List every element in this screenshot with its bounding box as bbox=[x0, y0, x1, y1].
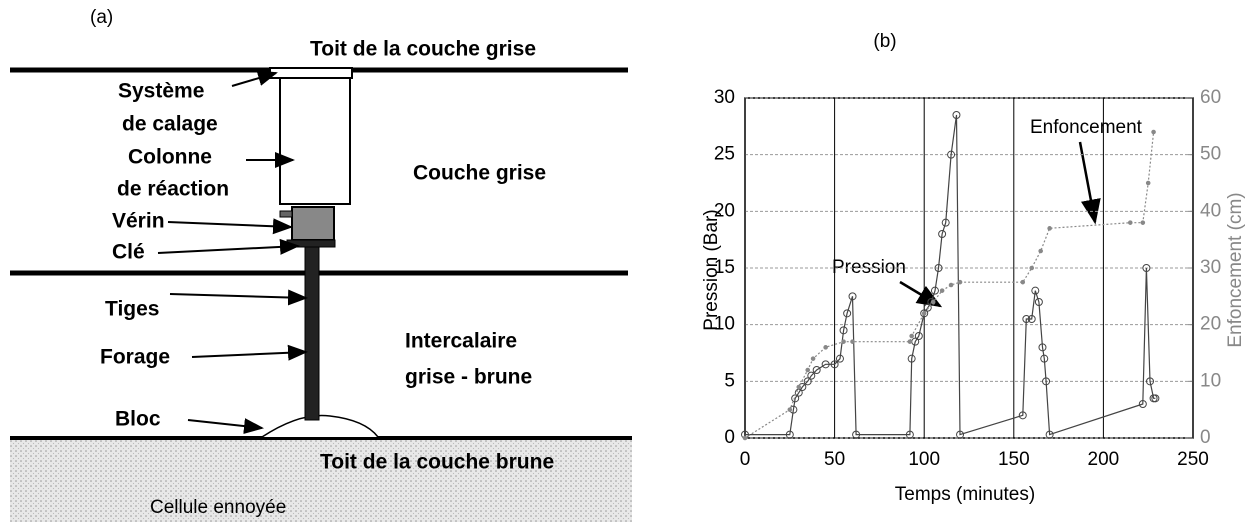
point bbox=[931, 300, 935, 304]
y2-tick-label: 40 bbox=[1200, 200, 1221, 221]
block bbox=[262, 415, 378, 437]
chart-title: (b) bbox=[873, 31, 896, 52]
label: de calage bbox=[122, 113, 218, 136]
jack bbox=[292, 207, 334, 240]
point bbox=[851, 340, 855, 344]
arrow bbox=[158, 246, 298, 253]
point bbox=[922, 312, 926, 316]
panel-label: (a) bbox=[90, 7, 113, 28]
x-tick-label: 50 bbox=[824, 449, 845, 470]
arrow bbox=[168, 222, 291, 227]
label: Vérin bbox=[112, 210, 165, 233]
point bbox=[910, 334, 914, 338]
arrow bbox=[170, 294, 306, 298]
point bbox=[788, 408, 792, 412]
label: Tiges bbox=[105, 298, 159, 321]
point bbox=[1128, 221, 1132, 225]
y2-tick-label: 0 bbox=[1200, 427, 1211, 448]
y2-tick-label: 10 bbox=[1200, 370, 1221, 391]
label: de réaction bbox=[117, 178, 229, 201]
point bbox=[1152, 130, 1156, 134]
point bbox=[1146, 181, 1150, 185]
point bbox=[1039, 249, 1043, 253]
x-tick-label: 150 bbox=[998, 449, 1030, 470]
jack-nozzle bbox=[280, 211, 292, 217]
point bbox=[949, 283, 953, 287]
y2-tick-label: 20 bbox=[1200, 314, 1221, 335]
x-tick-label: 250 bbox=[1177, 449, 1209, 470]
y-tick-label: 15 bbox=[714, 257, 735, 278]
y2-axis-label: Enfoncement (cm) bbox=[1225, 192, 1246, 347]
arrow bbox=[1080, 142, 1095, 222]
point bbox=[842, 340, 846, 344]
column bbox=[280, 78, 350, 204]
y-tick-label: 20 bbox=[714, 200, 735, 221]
point bbox=[940, 289, 944, 293]
label: Toit de la couche brune bbox=[320, 451, 554, 474]
x-tick-label: 200 bbox=[1088, 449, 1120, 470]
point bbox=[811, 357, 815, 361]
point bbox=[1030, 266, 1034, 270]
arrow bbox=[188, 420, 262, 428]
annotation: Pression bbox=[832, 257, 906, 278]
wedge bbox=[270, 68, 352, 78]
label: Cellule ennoyée bbox=[150, 497, 286, 518]
point bbox=[797, 385, 801, 389]
x-tick-label: 100 bbox=[908, 449, 940, 470]
label: Système bbox=[118, 80, 204, 103]
label: Colonne bbox=[128, 146, 212, 169]
y-tick-label: 30 bbox=[714, 87, 735, 108]
point bbox=[1048, 227, 1052, 231]
label: Forage bbox=[100, 346, 170, 369]
point bbox=[1141, 221, 1145, 225]
rod bbox=[305, 247, 319, 420]
point bbox=[908, 340, 912, 344]
point bbox=[958, 280, 962, 284]
y-tick-label: 0 bbox=[724, 427, 735, 448]
x-axis-label: Temps (minutes) bbox=[895, 484, 1035, 505]
label: Couche grise bbox=[413, 162, 546, 185]
label: Clé bbox=[112, 241, 145, 264]
y2-tick-label: 30 bbox=[1200, 257, 1221, 278]
label: grise - brune bbox=[405, 366, 532, 389]
y2-tick-label: 60 bbox=[1200, 87, 1221, 108]
series-line bbox=[745, 115, 1155, 435]
y2-tick-label: 50 bbox=[1200, 144, 1221, 165]
annotation: Enfoncement bbox=[1030, 117, 1143, 138]
arrow bbox=[192, 352, 306, 357]
point bbox=[743, 436, 747, 440]
y-tick-label: 10 bbox=[714, 314, 735, 335]
point bbox=[1021, 280, 1025, 284]
x-tick-label: 0 bbox=[740, 449, 751, 470]
y-tick-label: 25 bbox=[714, 144, 735, 165]
arrow bbox=[232, 73, 276, 86]
label: Toit de la couche grise bbox=[310, 38, 536, 61]
figure: (a) Toit de la couche grise Système de c… bbox=[0, 0, 1256, 522]
point bbox=[824, 346, 828, 350]
point bbox=[806, 368, 810, 372]
label: Intercalaire bbox=[405, 330, 517, 353]
y-tick-label: 5 bbox=[724, 370, 735, 391]
label: Bloc bbox=[115, 408, 161, 431]
